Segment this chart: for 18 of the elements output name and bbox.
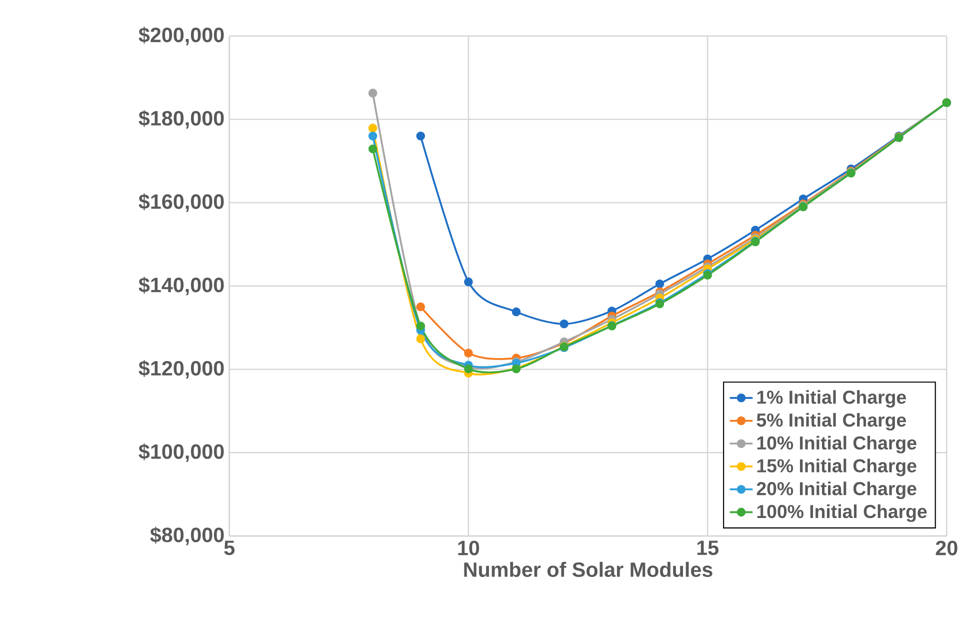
y-tick-label: $80,000 — [150, 526, 224, 546]
x-tick-label: 5 — [224, 540, 235, 556]
legend-label: 20% Initial Charge — [756, 482, 916, 500]
y-tick-label: $100,000 — [138, 444, 224, 462]
legend-label: 1% Initial Charge — [757, 390, 906, 408]
y-tick-label: $120,000 — [138, 360, 224, 379]
x-tick-label: 10 — [458, 540, 480, 556]
y-tick-label: $160,000 — [138, 194, 224, 212]
legend-label: 15% Initial Charge — [757, 458, 916, 476]
x-axis-title: Number of Solar Modules — [464, 562, 712, 578]
x-tick-label: 15 — [697, 540, 718, 556]
y-tick-label: $200,000 — [138, 26, 224, 46]
x-tick-label: 20 — [936, 540, 958, 556]
y-tick-label: $140,000 — [138, 276, 224, 296]
legend-label: 100% Initial Charge — [757, 504, 927, 522]
legend-label: 10% Initial Charge — [757, 436, 916, 454]
y-tick-label: $180,000 — [138, 110, 224, 129]
legend-label: 5% Initial Charge — [756, 413, 906, 431]
